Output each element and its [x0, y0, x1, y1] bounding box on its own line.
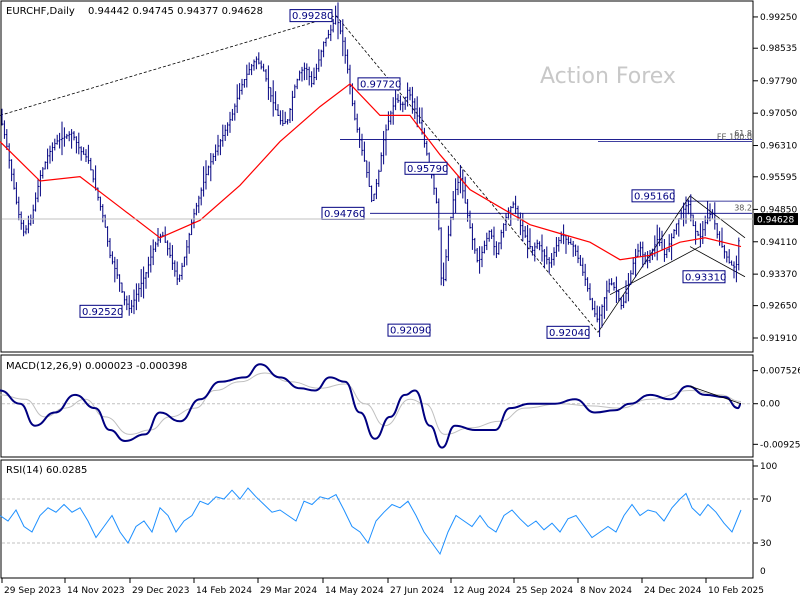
macd-axis-label: -0.009252 — [760, 440, 800, 450]
rsi-axis-label: 0 — [760, 567, 766, 577]
macd-signal-line — [0, 372, 742, 435]
current-price-label: 0.94628 — [757, 216, 794, 226]
price-tag-label: 0.95790 — [407, 164, 448, 175]
macd-lines — [0, 363, 742, 449]
time-axis-label: 27 Jun 2024 — [390, 586, 444, 596]
price-axis-label: 0.95595 — [760, 173, 797, 183]
price-tag-label: 0.93310 — [685, 272, 726, 283]
time-axis-label: 8 Nov 2024 — [580, 586, 632, 596]
price-tag-label: 0.94760 — [324, 209, 365, 220]
rsi-axis-label: 100 — [760, 462, 777, 472]
level-label: FE 100.0 — [717, 132, 752, 141]
rsi-axis: 100 70 30 0 — [2, 462, 777, 577]
price-axis-label: 0.97790 — [760, 77, 797, 87]
rsi-lines — [0, 487, 742, 556]
moving-average — [0, 83, 742, 261]
price-bars — [1, 2, 740, 338]
time-axis-label: 29 Mar 2024 — [260, 586, 317, 596]
price-axis: 0.99250 0.98535 0.97790 0.97050 0.96310 0.955… — [753, 13, 797, 344]
macd-main-line — [0, 363, 742, 449]
price-tag-label: 0.92040 — [549, 328, 590, 339]
trend-line — [335, 15, 599, 333]
trend-line — [689, 195, 746, 239]
price-tags: 0.99280 0.97720 0.95790 0.94760 0.92520 0.920… — [79, 9, 726, 339]
price-tag-label: 0.92520 — [82, 307, 123, 318]
price-axis-label: 0.91910 — [760, 334, 797, 344]
price-tag-box — [357, 77, 401, 91]
time-axis-label: 14 Nov 2023 — [67, 586, 125, 596]
time-axis-label: 10 Feb 2025 — [708, 586, 764, 596]
watermark: Action Forex — [540, 64, 676, 89]
price-tag-box — [79, 304, 123, 318]
macd-trend-line — [689, 385, 742, 405]
level-label: 38.2 — [734, 204, 752, 213]
current-price-marker: 0.94628 — [2, 213, 798, 226]
symbol-label: EURCHF,Daily — [6, 6, 75, 17]
level-label: 61.8 — [734, 129, 752, 138]
time-axis-label: 25 Sep 2024 — [516, 586, 573, 596]
price-tag-box — [387, 323, 431, 337]
sma-line — [0, 83, 742, 261]
price-axis-label: 0.93370 — [760, 270, 797, 280]
price-tag-label: 0.95160 — [634, 191, 675, 202]
price-tag-box — [404, 161, 448, 175]
trend-line — [689, 246, 746, 278]
price-axis-label: 0.99250 — [760, 13, 797, 23]
price-tag-label: 0.97720 — [360, 79, 401, 90]
current-price-box — [754, 213, 798, 226]
trend-line — [0, 15, 337, 116]
ohlc-label: 0.94442 0.94745 0.94377 0.94628 — [88, 6, 263, 17]
price-axis-label: 0.97050 — [760, 109, 797, 119]
time-axis-label: 29 Dec 2023 — [132, 586, 190, 596]
rsi-line — [0, 487, 742, 556]
level-labels: 61.8FE 100.0 38.2 — [717, 129, 752, 212]
price-axis-label: 0.94110 — [760, 238, 797, 248]
price-tag-box — [631, 189, 675, 203]
macd-axis-label: 0.00 — [760, 400, 780, 410]
rsi-axis-label: 30 — [760, 539, 772, 549]
time-axis-label: 12 Aug 2024 — [453, 586, 511, 596]
price-tag-box — [682, 270, 726, 284]
price-tag-box — [289, 9, 333, 23]
time-axis-label: 14 May 2024 — [325, 586, 384, 596]
price-panel — [0, 0, 754, 353]
price-axis-label: 0.94850 — [760, 205, 797, 215]
price-axis-label: 0.92650 — [760, 302, 797, 312]
price-tag-label: 0.92090 — [390, 326, 431, 337]
time-axis: 29 Sep 2023 14 Nov 2023 29 Dec 2023 14 Feb … — [1, 578, 764, 596]
rsi-axis-label: 70 — [760, 495, 772, 505]
rsi-panel — [0, 459, 754, 579]
price-axis-label: 0.98535 — [760, 44, 797, 54]
macd-axis-label: 0.007526 — [760, 367, 800, 377]
price-tag-label: 0.99280 — [292, 11, 333, 22]
time-axis-label: 24 Dec 2024 — [644, 586, 702, 596]
trend-line — [609, 246, 701, 296]
macd-title: MACD(12,26,9) 0.000023 -0.000398 — [6, 361, 187, 372]
time-axis-label: 14 Feb 2024 — [196, 586, 252, 596]
price-tag-box — [546, 325, 590, 339]
price-axis-label: 0.96310 — [760, 142, 797, 152]
time-axis-label: 29 Sep 2023 — [4, 586, 61, 596]
rsi-title: RSI(14) 60.0285 — [6, 465, 87, 476]
